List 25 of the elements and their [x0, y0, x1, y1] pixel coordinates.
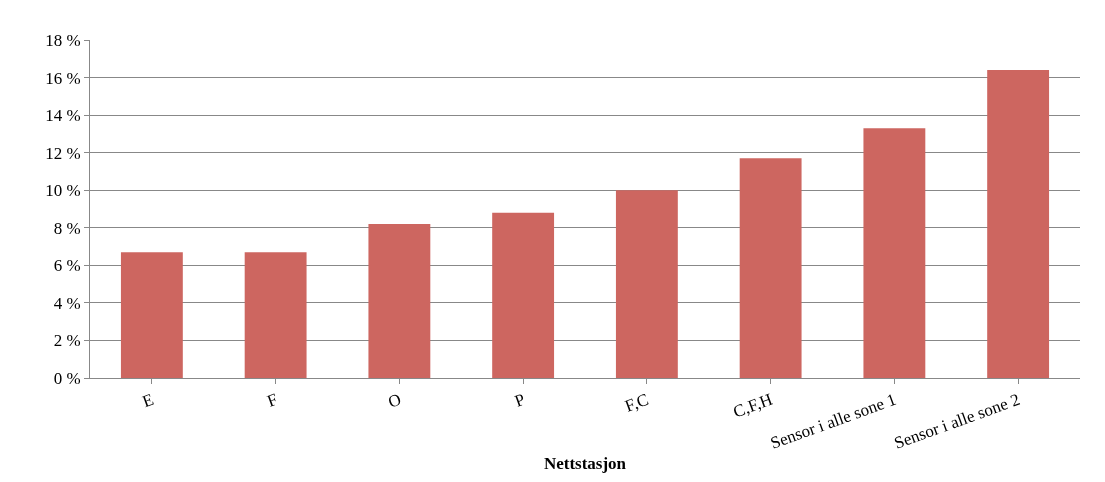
bar — [368, 224, 431, 378]
bar — [863, 128, 926, 378]
y-tick-label: 10 % — [45, 181, 81, 201]
x-tick-label: C,F,H — [730, 389, 775, 422]
x-tick-label: E — [139, 389, 157, 412]
y-tick-label: 18 % — [45, 30, 81, 50]
bar — [244, 252, 307, 378]
x-tick-label: P — [512, 389, 528, 411]
x-tick-label: F,C — [622, 389, 652, 416]
y-tick-label: 14 % — [45, 106, 81, 126]
bar — [987, 70, 1050, 378]
y-tick-label: 2 % — [53, 331, 81, 351]
y-tick-label: 8 % — [53, 218, 81, 238]
y-tick-label: 6 % — [53, 256, 81, 276]
y-tick-label: 4 % — [53, 293, 81, 313]
y-tick-label: 16 % — [45, 68, 81, 88]
x-axis-title: Nettstasjon — [543, 454, 627, 474]
bar — [120, 252, 183, 378]
bar — [739, 158, 802, 378]
x-tick-label: O — [385, 389, 404, 412]
bar — [615, 190, 678, 378]
y-tick-label: 12 % — [45, 143, 81, 163]
y-tick-label: 0 % — [53, 368, 81, 388]
x-tick-label: F — [264, 389, 280, 411]
bar — [492, 212, 555, 378]
